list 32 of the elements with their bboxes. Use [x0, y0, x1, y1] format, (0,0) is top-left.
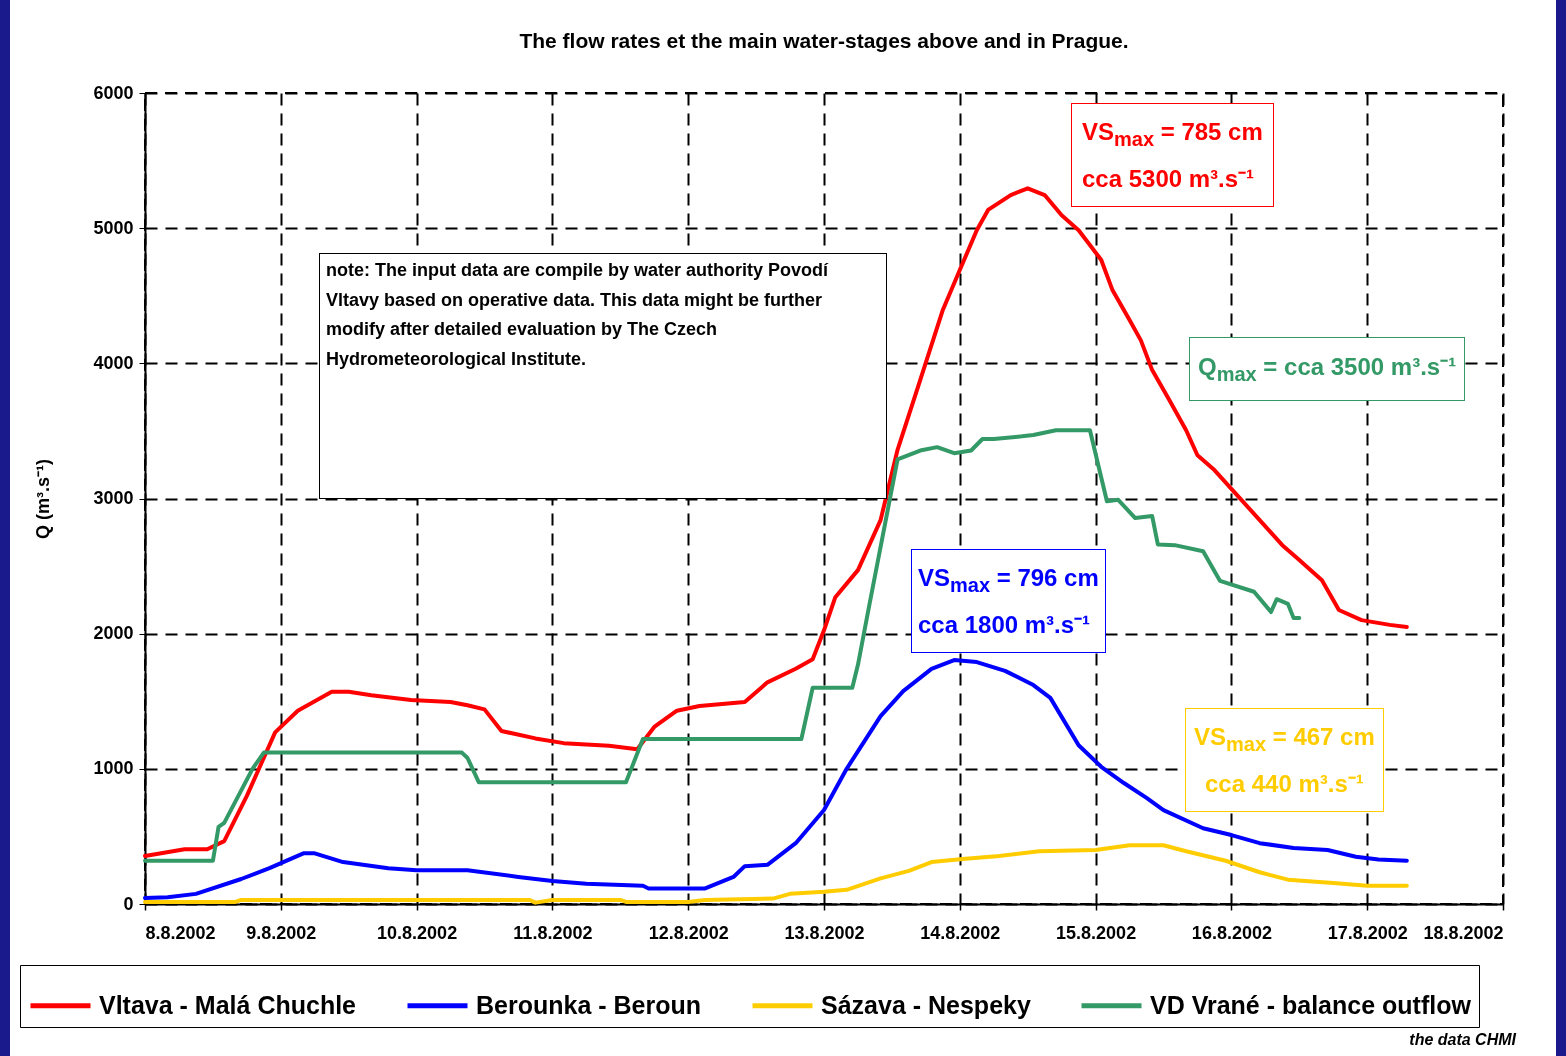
text: the data CHMI [1409, 1030, 1516, 1050]
text-box: VS$_{max}$ = 796 cm cca 1800 m³.s⁻¹ [911, 549, 1106, 653]
x-tick-label: 18.8.2002 [1423, 922, 1504, 943]
y-tick-label: 2000 [93, 623, 134, 644]
x-tick-label: 14.8.2002 [920, 922, 1001, 943]
x-tick-label: 10.8.2002 [377, 922, 458, 943]
x-tick-label: 16.8.2002 [1191, 922, 1272, 943]
x-tick-label: 17.8.2002 [1327, 922, 1408, 943]
y-tick-label: 3000 [93, 488, 134, 508]
x-tick-label: 11.8.2002 [513, 922, 593, 943]
x-tick-label: 8.8.2002 [145, 922, 216, 943]
chart-title: The flow rates et the main water-stages above and in Prague. [519, 29, 1129, 52]
x-tick-label: 9.8.2002 [246, 922, 317, 943]
text-box: Q$_{max}$ = cca 3500 m³.s⁻¹ [1189, 337, 1466, 401]
legend-label: Berounka - Beroun [476, 990, 702, 1019]
text-box: VS$_{max}$ = 467 cm cca 440 m³.s⁻¹ [1185, 708, 1384, 812]
y-tick-label: 0 [123, 893, 134, 914]
x-tick-label: 12.8.2002 [648, 922, 729, 943]
y-tick-label: 1000 [93, 758, 134, 779]
legend-label: Vltava - Malá Chuchle [99, 990, 357, 1019]
x-tick-label: 13.8.2002 [784, 922, 865, 943]
line-series [143, 658, 1409, 900]
text-box: VS$_{max}$ = 785 cm cca 5300 m³.s⁻¹ [1071, 103, 1274, 207]
legend-label: Sázava - Nespeky [821, 990, 1031, 1019]
x-tick-label: 15.8.2002 [1056, 922, 1137, 943]
text-box: note: The input data are compile by water authority Povodí Vltavy based on operative data. This data might be further modify after detailed evaluation by The Czech Hydrometeorological Institute. [319, 253, 887, 499]
legend-label: VD Vrané - balance outflow [1150, 990, 1472, 1019]
y-tick-label: 4000 [93, 352, 134, 373]
y-tick-label: 6000 [93, 82, 134, 103]
y-axis-title: Q (m³.s⁻¹) [33, 459, 54, 539]
line-series [143, 843, 1409, 905]
y-tick-label: 5000 [93, 217, 134, 238]
